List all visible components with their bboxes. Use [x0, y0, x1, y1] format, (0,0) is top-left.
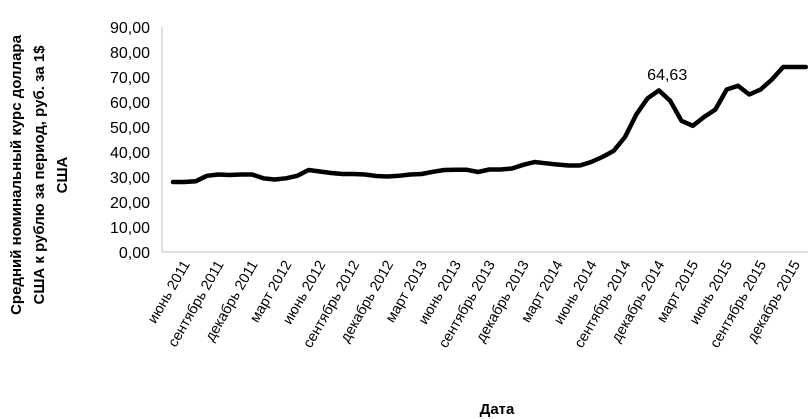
data-point	[454, 168, 457, 171]
data-point	[658, 89, 660, 92]
data-point	[567, 164, 570, 167]
data-point	[466, 168, 468, 171]
data-point	[240, 173, 242, 176]
data-point	[217, 173, 219, 176]
y-axis-title-line: Средний номинальный курс доллара	[8, 34, 25, 314]
data-point	[432, 170, 434, 173]
y-tick-label: 50,00	[110, 120, 150, 137]
y-tick-label: 90,00	[110, 20, 150, 37]
data-point	[183, 181, 186, 183]
x-axis-title: Дата	[480, 401, 515, 418]
axes	[161, 27, 808, 253]
data-point	[353, 173, 355, 175]
data-point	[375, 175, 378, 177]
data-point	[285, 177, 287, 180]
data-point	[194, 180, 197, 183]
y-axis-title: Средний номинальный курс доллара США к ру…	[8, 34, 71, 314]
data-point	[646, 97, 649, 100]
data-point	[296, 174, 299, 177]
data-point	[319, 170, 321, 173]
data-point	[680, 119, 683, 122]
annotation-layer: 64,63	[647, 67, 687, 84]
y-axis-ticks: 0,00 10,00 20,00 30,00 40,00 50,00 60,00 70,00 8…	[110, 20, 150, 262]
data-point	[635, 113, 638, 116]
y-axis-title-line: США	[54, 156, 71, 193]
y-tick-label: 60,00	[110, 95, 150, 112]
y-tick-label: 20,00	[110, 195, 150, 212]
y-tick-label: 30,00	[110, 170, 150, 187]
data-point	[771, 78, 773, 81]
data-point	[386, 175, 389, 178]
data-label: 64,63	[647, 67, 687, 84]
data-point	[556, 163, 558, 166]
data-point	[420, 173, 423, 175]
data-point	[692, 124, 694, 127]
y-tick-label: 0,00	[119, 245, 150, 262]
data-point	[805, 66, 807, 68]
data-point	[330, 172, 333, 174]
series-layer	[170, 64, 809, 185]
data-point	[714, 108, 717, 111]
data-point	[725, 88, 728, 91]
data-point	[579, 164, 581, 167]
data-point	[545, 162, 547, 165]
data-point	[793, 66, 796, 68]
data-point	[251, 173, 253, 176]
data-point	[488, 168, 491, 171]
y-axis-title-line: США к рублю за период, руб. за 1$	[31, 45, 48, 305]
data-point	[499, 168, 502, 171]
data-point	[307, 169, 310, 171]
data-point	[511, 167, 513, 170]
y-tick-label: 80,00	[110, 45, 150, 62]
data-point	[364, 173, 366, 176]
data-point	[341, 173, 344, 175]
data-point	[409, 173, 412, 176]
data-point	[669, 99, 671, 102]
data-point	[443, 169, 446, 171]
data-point	[590, 161, 592, 163]
data-point	[737, 84, 739, 87]
y-tick-label: 40,00	[110, 145, 150, 162]
data-point	[273, 178, 276, 181]
data-point	[172, 181, 174, 183]
data-point	[782, 66, 784, 68]
y-tick-label: 70,00	[110, 70, 150, 87]
data-point	[612, 149, 615, 152]
data-point	[759, 88, 762, 91]
y-tick-label: 10,00	[110, 220, 150, 237]
data-point	[477, 171, 479, 173]
data-point	[601, 156, 604, 158]
data-point	[206, 174, 208, 177]
data-point	[228, 174, 231, 176]
data-point	[533, 161, 536, 163]
data-point	[748, 93, 751, 96]
series-line	[170, 64, 809, 185]
data-point	[262, 177, 265, 180]
data-point	[398, 174, 400, 177]
data-point	[703, 116, 705, 118]
data-point	[522, 163, 525, 166]
data-point	[624, 136, 626, 138]
